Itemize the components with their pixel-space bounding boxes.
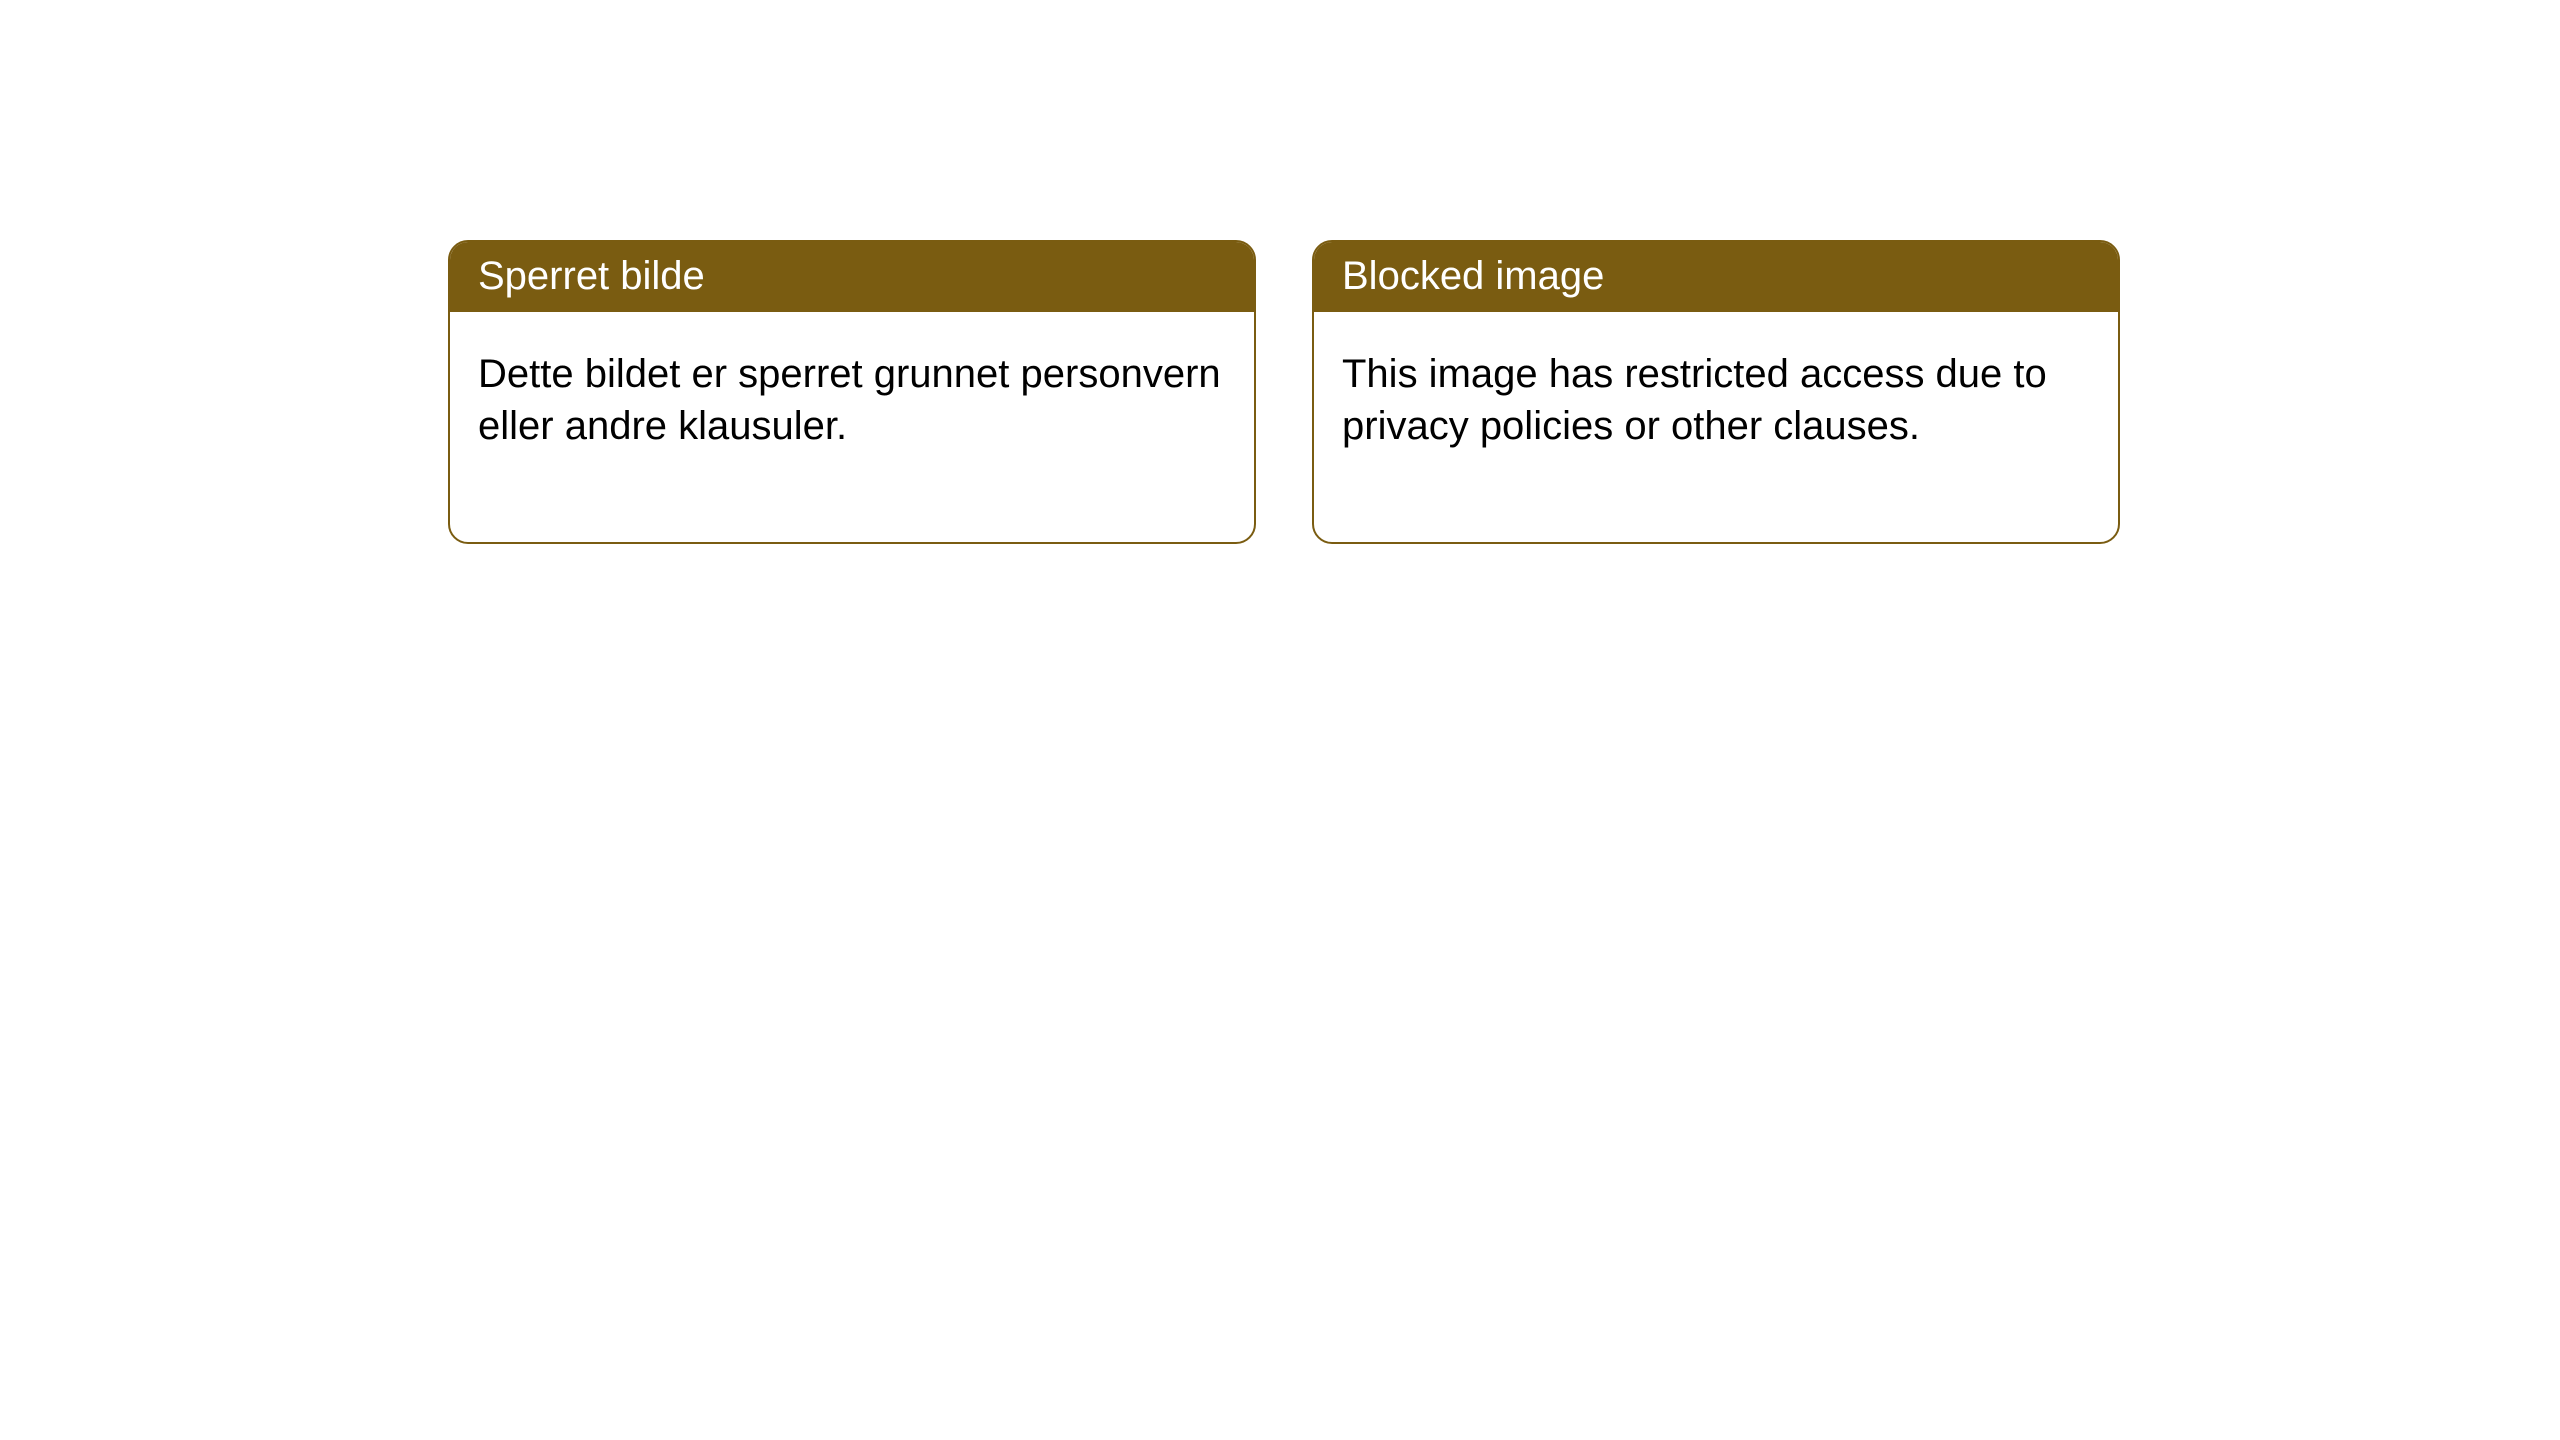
notice-card-en: Blocked image This image has restricted …: [1312, 240, 2120, 544]
notice-title-no: Sperret bilde: [450, 242, 1254, 312]
notice-card-no: Sperret bilde Dette bildet er sperret gr…: [448, 240, 1256, 544]
notice-container: Sperret bilde Dette bildet er sperret gr…: [0, 0, 2560, 544]
notice-body-en: This image has restricted access due to …: [1314, 312, 2118, 542]
notice-body-no: Dette bildet er sperret grunnet personve…: [450, 312, 1254, 542]
notice-title-en: Blocked image: [1314, 242, 2118, 312]
